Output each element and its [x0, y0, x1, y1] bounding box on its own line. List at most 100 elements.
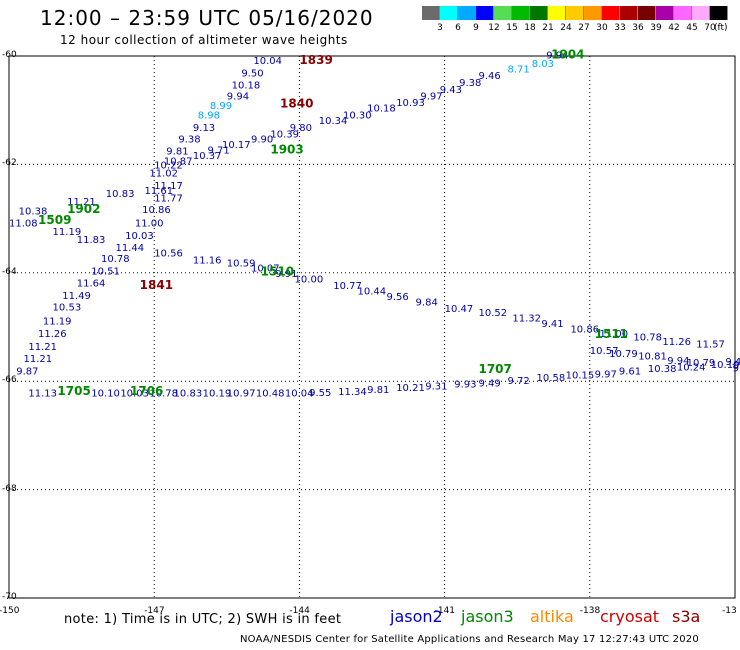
- color-scale-cell: [566, 6, 584, 20]
- pass-time-label: 1509: [38, 213, 71, 227]
- color-scale-cell: [422, 6, 440, 20]
- wave-height-value: 9.93: [454, 380, 476, 391]
- color-scale-cell: [584, 6, 602, 20]
- wave-height-value: 10.22: [154, 161, 183, 172]
- wave-height-value: 9.13: [193, 123, 215, 134]
- wave-height-value: 9.28: [733, 363, 740, 374]
- color-scale-cell: [656, 6, 674, 20]
- wave-height-value: 10.83: [106, 189, 135, 200]
- color-scale-cell: [710, 6, 728, 20]
- color-scale-label: 42: [668, 23, 680, 33]
- pass-time-label: 1706: [130, 384, 163, 398]
- wave-height-value: 10.52: [478, 308, 507, 319]
- wave-height-value: 9.61: [619, 367, 641, 378]
- wave-height-value: 9.94: [546, 51, 568, 62]
- pass-time-label: 1839: [299, 53, 332, 67]
- satellite-s3a: s3a: [672, 607, 701, 626]
- color-scale-cell: [620, 6, 638, 20]
- wave-height-value: 10.18: [232, 81, 261, 92]
- wave-height-value: 11.34: [338, 387, 367, 398]
- color-scale-cell: [512, 6, 530, 20]
- wave-height-value: 11.21: [24, 354, 53, 365]
- latitude-label: -60: [2, 50, 17, 60]
- color-scale-label: 6: [455, 23, 461, 33]
- wave-height-value: 9.71: [207, 146, 229, 157]
- wave-height-value: 11.02: [149, 168, 178, 179]
- wave-height-value: 9.81: [166, 147, 188, 158]
- color-scale-cell: [530, 6, 548, 20]
- wave-height-value: 10.79: [609, 349, 638, 360]
- wave-height-value: 10.79: [687, 358, 716, 369]
- wave-height-value: 10.24: [677, 362, 706, 373]
- color-scale-label: 3: [437, 23, 443, 33]
- wave-height-value: 9.49: [478, 379, 500, 390]
- pass-time-label: 1904: [551, 48, 584, 62]
- wave-height-value: 8.99: [210, 101, 232, 112]
- wave-height-value: 10.18: [367, 103, 396, 114]
- wave-height-value: 10.93: [396, 98, 425, 109]
- wave-height-value: 10.57: [590, 346, 619, 357]
- color-scale-label: 39: [650, 23, 662, 33]
- wave-height-value: 10.83: [174, 388, 203, 399]
- wave-height-value: 10.00: [295, 275, 324, 286]
- color-scale-unit: (ft): [714, 23, 728, 33]
- wave-height-value: 9.94: [667, 356, 689, 367]
- color-scale-label: 12: [488, 23, 500, 33]
- wave-height-value: 11.61: [145, 186, 174, 197]
- wave-height-value: 10.59: [227, 258, 256, 269]
- color-scale-label: 70: [704, 23, 716, 33]
- wave-height-value: 11.21: [28, 342, 57, 353]
- wave-height-value: 10.17: [222, 140, 251, 151]
- wave-height-value: 10.48: [256, 388, 285, 399]
- color-scale-cell: [476, 6, 494, 20]
- satellite-altika: altika: [530, 607, 574, 626]
- wave-height-value: 9.80: [290, 123, 312, 134]
- wave-height-value: 11.44: [115, 243, 144, 254]
- color-scale-label: 45: [686, 23, 698, 33]
- wave-height-value: 10.19: [711, 360, 740, 371]
- wave-height-value: 10.56: [154, 249, 183, 260]
- color-scale-label: 30: [596, 23, 608, 33]
- wave-height-value: 11.83: [77, 235, 106, 246]
- wave-height-value: 9.40: [725, 357, 740, 368]
- pass-time-label: 1707: [478, 362, 511, 376]
- wave-height-value: 10.81: [638, 352, 667, 363]
- latitude-label: -68: [2, 483, 17, 494]
- wave-height-value: 10.38: [19, 206, 48, 217]
- color-scale-label: 9: [473, 23, 479, 33]
- pass-time-label: 1902: [67, 202, 100, 216]
- wave-height-value: 10.78: [149, 388, 178, 399]
- latitude-label: -70: [2, 592, 17, 602]
- color-scale-cell: [548, 6, 566, 20]
- wave-height-value: 11.17: [154, 181, 183, 192]
- wave-height-value: 9.31: [425, 381, 447, 392]
- latitude-label: -62: [2, 158, 17, 169]
- pass-time-label: 1840: [280, 96, 313, 110]
- longitude-label: -147: [144, 606, 165, 616]
- longitude-label: -138: [579, 606, 601, 616]
- wave-height-value: 10.21: [396, 383, 425, 394]
- color-scale-cell: [674, 6, 692, 20]
- wave-height-value: 10.37: [193, 151, 222, 162]
- wave-height-value: 9.38: [459, 78, 481, 89]
- color-scale-label: 36: [632, 23, 644, 33]
- wave-height-value: 11.26: [38, 329, 67, 340]
- wave-height-value: 10.78: [101, 254, 130, 265]
- footer-note: note: 1) Time is in UTC; 2) SWH is in fe…: [64, 612, 342, 627]
- latitude-label: -66: [2, 375, 17, 386]
- footer-credit: NOAA/NESDIS Center for Satellite Applica…: [240, 634, 699, 645]
- wave-height-value: 10.78: [633, 333, 662, 344]
- wave-height-value: 10.58: [537, 373, 566, 384]
- wave-height-value: 11.21: [67, 197, 96, 208]
- wave-height-value: 8.98: [198, 110, 220, 121]
- wave-height-value: 9.90: [251, 135, 273, 146]
- wave-height-value: 9.87: [16, 367, 38, 378]
- wave-height-value: 9.46: [478, 71, 500, 82]
- satellite-jason2: jason2: [390, 607, 443, 626]
- color-scale-cell: [602, 6, 620, 20]
- wave-height-value: 9.97: [420, 91, 442, 102]
- wave-height-value: 9.56: [387, 292, 409, 303]
- wave-height-value: 10.03: [120, 388, 149, 399]
